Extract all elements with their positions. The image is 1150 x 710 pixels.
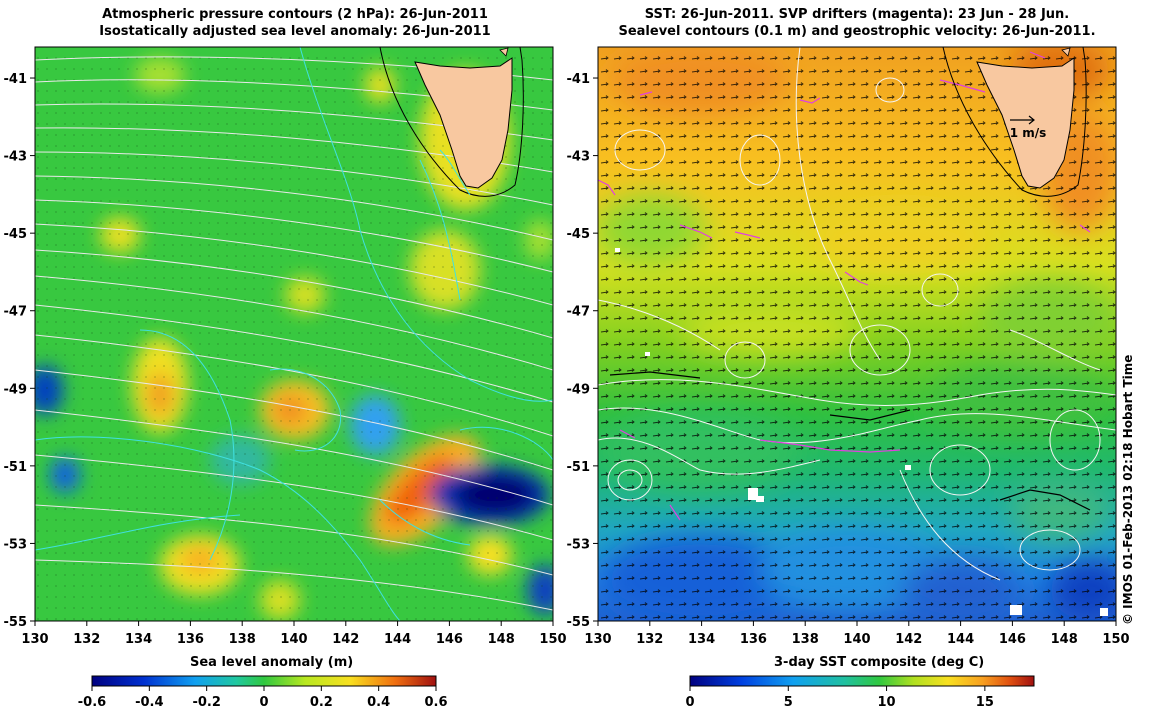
left-lat-tick-label: -47 (4, 305, 28, 320)
right-lat-tick-label: -41 (567, 72, 591, 87)
sla-colorbar-tick-label: -0.2 (192, 695, 220, 710)
sst-colorbar-tick-label: 10 (878, 695, 896, 710)
right-lat-tick-label: -51 (567, 460, 591, 475)
sla-cyan-contours (35, 47, 553, 621)
right-map-title: SST: 26-Jun-2011. SVP drifters (magenta)… (598, 6, 1116, 40)
sla-colorbar-tick-label: 0.2 (310, 695, 333, 710)
velocity-scale-label: 1 m/s (1010, 126, 1047, 140)
left-lon-tick-label: 130 (21, 632, 48, 647)
strong-velocity-arrows (609, 371, 1091, 511)
sla-colorbar-tick-label: 0.4 (367, 695, 390, 710)
sst-missing-data (615, 248, 1108, 616)
left-lon-tick-label: 148 (488, 632, 515, 647)
left-lon-tick-label: 138 (229, 632, 256, 647)
right-lat-tick-label: -47 (567, 305, 591, 320)
sla-colorbar: -0.6 -0.4 -0.2 0 0.2 0.4 0.6 (78, 675, 448, 710)
left-lon-tick-label: 132 (73, 632, 100, 647)
pressure-contours (35, 56, 553, 611)
right-lon-tick-label: 136 (740, 632, 767, 647)
left-lat-tick-label: -49 (4, 382, 28, 397)
sst-colorbar-label: 3-day SST composite (deg C) (774, 655, 985, 670)
svp-drifter-tracks (598, 51, 1091, 521)
tasmania-land-left (379, 47, 524, 197)
right-lat-tick-label: -45 (567, 227, 591, 242)
left-lon-tick-label: 150 (539, 632, 566, 647)
left-lat-tick-label: -45 (4, 227, 28, 242)
right-lon-tick-label: 144 (947, 632, 974, 647)
right-lon-tick-label: 148 (1051, 632, 1078, 647)
right-lon-tick-label: 138 (792, 632, 819, 647)
sst-colorbar-tick-label: 15 (976, 695, 994, 710)
left-lon-tick-label: 142 (332, 632, 359, 647)
right-lat-tick-label: -53 (567, 537, 591, 552)
tasmania-land-right (942, 47, 1087, 197)
right-lon-tick-label: 134 (688, 632, 715, 647)
left-lon-tick-label: 140 (280, 632, 307, 647)
sst-colorbar: 0 5 10 15 (685, 675, 1035, 710)
sst-colorbar-tick-label: 5 (784, 695, 793, 710)
left-lat-tick-label: -43 (4, 150, 28, 165)
left-lon-tick-label: 146 (436, 632, 463, 647)
right-lon-tick-label: 150 (1102, 632, 1129, 647)
right-lat-tick-label: -49 (567, 382, 591, 397)
left-title-line1: Atmospheric pressure contours (2 hPa): 2… (102, 7, 488, 22)
left-lon-tick-label: 144 (384, 632, 411, 647)
sla-colorbar-tick-label: 0 (259, 695, 268, 710)
left-lon-tick-label: 134 (125, 632, 152, 647)
sla-colorbar-tick-label: -0.6 (78, 695, 106, 710)
right-lat-tick-label: -55 (567, 615, 591, 630)
right-title-line2: Sealevel contours (0.1 m) and geostrophi… (618, 24, 1096, 39)
sla-colorbar-tick-label: -0.4 (135, 695, 163, 710)
left-lat-tick-label: -53 (4, 537, 28, 552)
left-lat-tick-label: -51 (4, 460, 28, 475)
right-lon-tick-label: 142 (895, 632, 922, 647)
sst-map: 1 m/s (597, 46, 1117, 622)
left-map-title: Atmospheric pressure contours (2 hPa): 2… (35, 6, 555, 40)
left-title-line2: Isostatically adjusted sea level anomaly… (99, 24, 491, 39)
sla-colorbar-label: Sea level anomaly (m) (190, 655, 354, 670)
sea-level-anomaly-map (34, 46, 554, 622)
right-lon-tick-label: 132 (636, 632, 663, 647)
sst-colorbar-tick-label: 0 (685, 695, 694, 710)
velocity-scale-arrow (1010, 115, 1035, 125)
imos-credit: © IMOS 01-Feb-2013 02:18 Hobart Time (1121, 354, 1135, 625)
sst-sealevel-contours (598, 47, 1116, 581)
left-lon-tick-label: 136 (177, 632, 204, 647)
left-lat-tick-label: -55 (4, 615, 28, 630)
right-lon-tick-label: 130 (584, 632, 611, 647)
right-lon-tick-label: 140 (843, 632, 870, 647)
right-map-axes: 130 132 134 136 138 140 142 144 146 148 150 -41 -43 -… (567, 72, 1130, 647)
left-lat-tick-label: -41 (4, 72, 28, 87)
sla-colorbar-tick-label: 0.6 (424, 695, 447, 710)
right-lon-tick-label: 146 (999, 632, 1026, 647)
right-title-line1: SST: 26-Jun-2011. SVP drifters (magenta)… (644, 7, 1070, 22)
right-lat-tick-label: -43 (567, 150, 591, 165)
left-map-axes: 130 132 134 136 138 140 142 144 146 148 150 -41 -43 -… (4, 72, 567, 647)
